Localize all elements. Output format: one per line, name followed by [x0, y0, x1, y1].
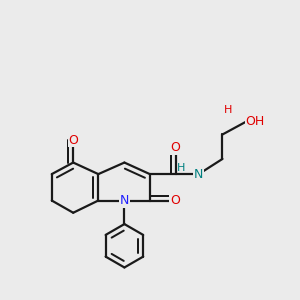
Text: O: O — [170, 194, 180, 207]
Text: N: N — [120, 194, 129, 207]
Text: H: H — [177, 163, 185, 173]
Text: OH: OH — [246, 116, 265, 128]
Text: N: N — [194, 168, 203, 181]
Text: H: H — [224, 105, 232, 115]
Text: O: O — [68, 134, 78, 147]
Text: O: O — [171, 141, 181, 154]
